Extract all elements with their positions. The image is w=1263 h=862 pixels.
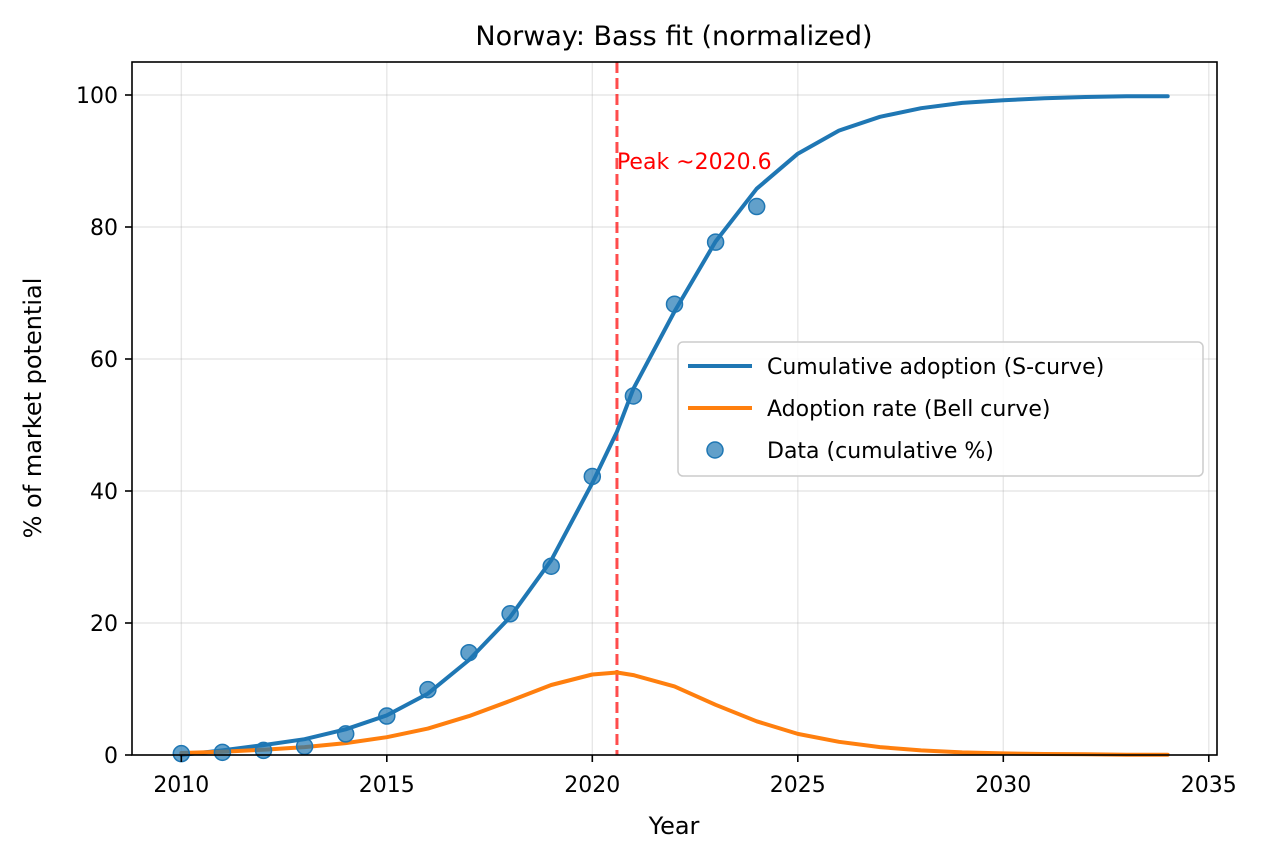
annotation-layer: Peak ~2020.6 [617, 150, 772, 175]
x-tick-label: 2035 [1181, 773, 1237, 798]
data-point [213, 743, 232, 762]
data-point [419, 680, 437, 699]
x-tick-label: 2030 [975, 773, 1031, 798]
y-axis-label: % of market potential [19, 278, 47, 539]
legend-marker-swatch [706, 441, 724, 459]
legend-label: Adoption rate (Bell curve) [767, 397, 1051, 422]
y-tick-label: 20 [90, 612, 118, 637]
data-point [706, 233, 725, 251]
data-point [665, 295, 684, 313]
x-tick-label: 2025 [770, 773, 826, 798]
legend-label: Cumulative adoption (S-curve) [767, 355, 1104, 380]
data-point [336, 725, 355, 743]
legend: Cumulative adoption (S-curve) Adoption ra… [677, 341, 1204, 477]
data-point [254, 741, 273, 760]
series-layer [172, 94, 1170, 763]
x-tick-label: 2015 [359, 773, 415, 798]
legend-label: Data (cumulative %) [767, 439, 994, 464]
y-tick-label: 60 [90, 348, 118, 373]
y-tick-label: 100 [76, 84, 118, 109]
y-tick-label: 0 [104, 744, 118, 769]
x-tick-label: 2020 [564, 773, 620, 798]
data-point [501, 605, 519, 623]
series-line [179, 94, 1170, 757]
x-tick-label: 2010 [153, 773, 209, 798]
data-point [378, 707, 396, 725]
peak-annotation: Peak ~2020.6 [617, 150, 772, 175]
axis-layer: 2010 2015 2020 2025 2030 2035 0 20 40 60 80 100 [76, 84, 1237, 798]
y-tick-label: 80 [90, 216, 118, 241]
data-point [295, 737, 314, 756]
series-line [179, 670, 1170, 757]
legend-box [677, 341, 1204, 477]
data-point [542, 557, 560, 575]
data-point [460, 643, 478, 662]
x-axis-label: Year [648, 812, 700, 840]
plot-frame [131, 61, 1218, 756]
data-point [583, 467, 602, 486]
data-point [747, 197, 766, 216]
y-tick-label: 40 [90, 480, 118, 505]
chart-title: Norway: Bass fit (normalized) [475, 21, 872, 52]
data-point [624, 387, 643, 405]
